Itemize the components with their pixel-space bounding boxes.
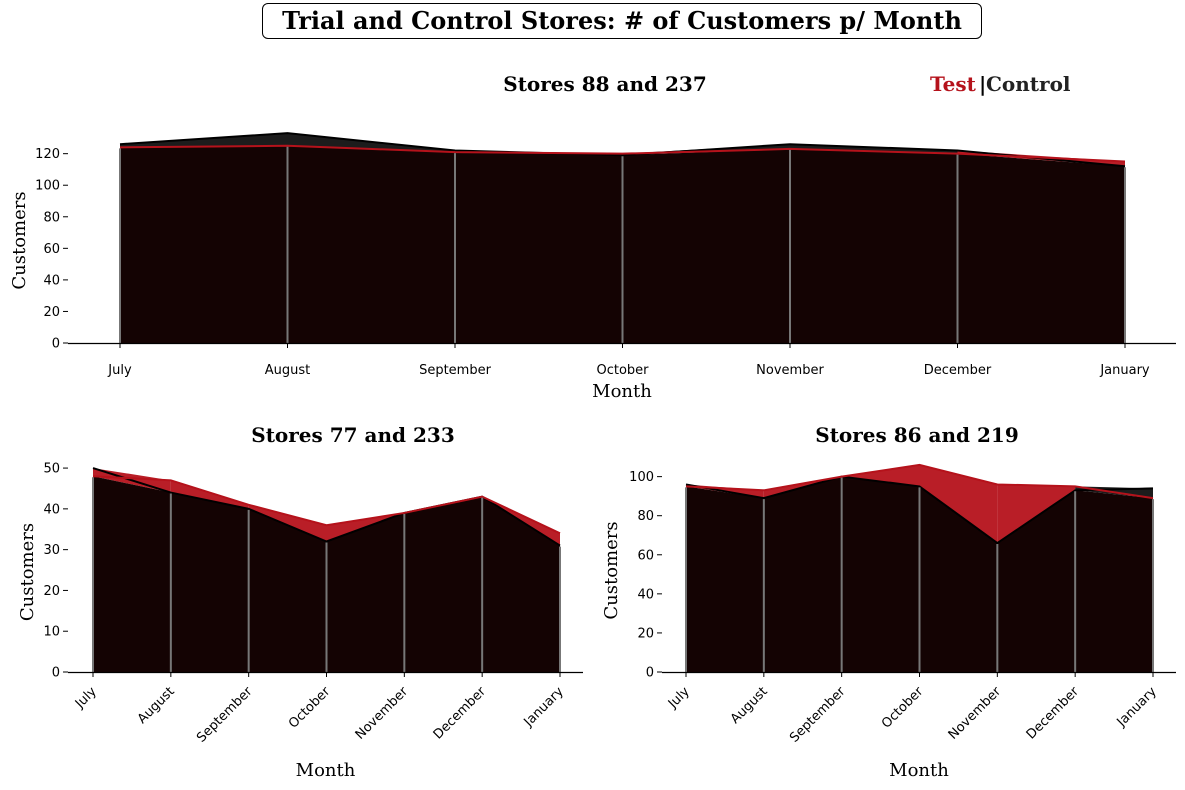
series-line-test [92, 475, 561, 535]
y-tick-label: 50 [43, 462, 60, 477]
y-tick-label: 20 [43, 584, 60, 599]
figure-title: Trial and Control Stores: # of Customers… [262, 3, 982, 39]
x-tick-label: July [665, 684, 693, 712]
x-tick-label: August [265, 363, 311, 378]
y-axis-label: Customers [601, 521, 622, 619]
x-tick-label: July [107, 363, 132, 378]
x-tick-label: October [879, 684, 927, 732]
x-tick-label: December [924, 363, 992, 378]
x-tick-label: August [135, 684, 178, 727]
chart-title: Stores 77 and 233 [251, 423, 455, 447]
y-axis-label: Customers [9, 191, 30, 289]
x-axis-label: Month [889, 760, 949, 781]
y-tick-label: 120 [35, 147, 60, 162]
x-tick-label: December [431, 684, 490, 743]
x-tick-label: August [728, 684, 771, 727]
chart-panel-1: 0 20 40 60 80 100 120 July August September Octobe… [9, 72, 1176, 402]
legend-label: Test | Control [930, 72, 1071, 96]
y-tick-label: 80 [637, 509, 654, 524]
series-line-test [119, 144, 1126, 163]
legend-control-label: Control [986, 72, 1071, 96]
x-tick-label: September [419, 363, 492, 378]
chart-panel-2: 0 10 20 30 40 50 July August September October Nov… [17, 423, 583, 781]
x-tick-label: November [946, 684, 1005, 743]
y-tick-label: 20 [637, 626, 654, 641]
x-axis-label: Month [296, 760, 356, 781]
y-tick-label: 40 [637, 587, 654, 602]
chart-title: Stores 86 and 219 [815, 423, 1019, 447]
y-tick-label: 60 [637, 548, 654, 563]
x-tick-label: January [1114, 684, 1160, 730]
y-tick-label: 0 [52, 337, 60, 352]
legend-test-label: Test [930, 72, 977, 96]
y-tick-label: 0 [52, 666, 60, 681]
x-tick-label: November [353, 684, 412, 743]
chart-panel-3: 0 20 40 60 80 100 July August September October No… [601, 423, 1176, 781]
x-tick-label: September [787, 684, 849, 746]
y-tick-label: 80 [43, 210, 60, 225]
series-line-control [119, 132, 1126, 168]
x-tick-label: January [521, 684, 567, 730]
x-tick-label: July [72, 684, 100, 712]
x-tick-label: January [1099, 363, 1150, 378]
legend-separator: | [979, 72, 986, 96]
y-tick-label: 30 [43, 543, 60, 558]
series-line-control [685, 475, 1154, 545]
difference-band [841, 464, 920, 487]
difference-band [997, 484, 1076, 544]
y-tick-label: 10 [43, 625, 60, 640]
y-tick-label: 20 [43, 305, 60, 320]
y-tick-label: 60 [43, 242, 60, 257]
x-tick-label: December [1024, 684, 1083, 743]
x-tick-label: October [286, 684, 334, 732]
x-tick-label: October [596, 363, 649, 378]
series-line-test [685, 463, 1154, 500]
y-tick-label: 40 [43, 502, 60, 517]
y-tick-label: 100 [629, 470, 654, 485]
y-tick-label: 40 [43, 273, 60, 288]
y-axis-label: Customers [17, 523, 38, 621]
x-tick-label: September [194, 684, 256, 746]
y-tick-label: 0 [646, 666, 654, 681]
difference-band [919, 464, 998, 544]
chart-title: Stores 88 and 237 [503, 72, 707, 96]
x-axis-label: Month [592, 381, 652, 402]
y-tick-label: 100 [35, 179, 60, 194]
x-tick-label: November [756, 363, 824, 378]
